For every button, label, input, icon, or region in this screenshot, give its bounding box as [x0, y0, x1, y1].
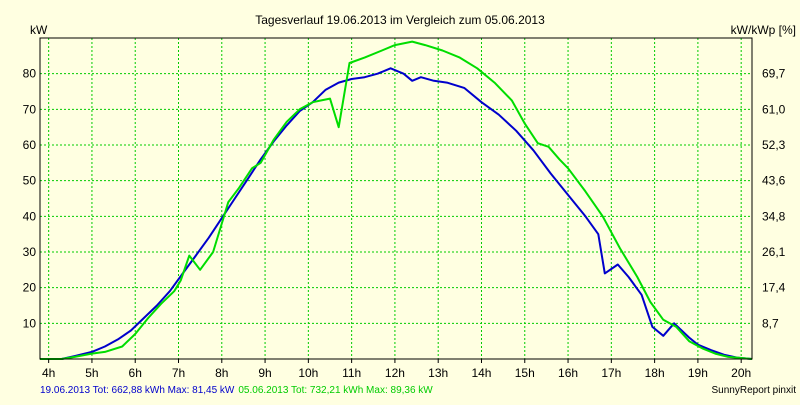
y-axis-label-right: kW/kWp [%] — [731, 23, 796, 37]
tick-labels: 4h 5h 6h 7h 8h 9h 10h 11h 12h 13h 14h 15h 16h 17h 18h 1… — [23, 67, 786, 380]
y-tick-label-right: 17,4 — [762, 281, 786, 295]
series-group — [40, 40, 753, 360]
x-tick-label: 11h — [342, 366, 361, 380]
x-tick-label: 19h — [688, 366, 708, 380]
footer-summary-series-1: 19.06.2013 Tot: 662,88 kWh Max: 81,45 kW — [40, 385, 235, 396]
y-tick-label-right: 61,0 — [762, 102, 786, 116]
x-tick-label: 18h — [645, 366, 665, 380]
x-tick-label: 5h — [85, 366, 98, 380]
x-tick-label: 10h — [298, 366, 318, 380]
footer-summary-series-2: 05.06.2013 Tot: 732,21 kWh Max: 89,36 kW — [238, 385, 433, 396]
y-tick-label-right: 52,3 — [762, 138, 786, 152]
x-tick-label: 16h — [558, 366, 578, 380]
x-tick-label: 17h — [601, 366, 621, 380]
x-tick-label: 9h — [258, 366, 271, 380]
x-tick-label: 12h — [385, 366, 405, 380]
y-tick-label-left: 10 — [23, 316, 37, 330]
footer-summary: 19.06.2013 Tot: 662,88 kWh Max: 81,45 kW… — [40, 385, 433, 396]
series-line-1 — [40, 67, 753, 360]
grid-lines — [40, 38, 752, 359]
x-tick-label: 20h — [731, 366, 751, 380]
plot-frame — [39, 37, 753, 360]
y-tick-label-left: 30 — [23, 245, 37, 259]
y-tick-label-left: 70 — [23, 102, 37, 116]
x-tick-label: 6h — [129, 366, 142, 380]
x-tick-label: 7h — [172, 366, 185, 380]
y-tick-label-left: 80 — [23, 67, 37, 81]
x-tick-label: 14h — [471, 366, 491, 380]
plot-area — [40, 38, 752, 359]
y-tick-label-left: 50 — [23, 174, 37, 188]
y-tick-label-right: 43,6 — [762, 174, 786, 188]
y-tick-label-left: 60 — [23, 138, 37, 152]
x-tick-label: 13h — [428, 366, 448, 380]
series-line-2 — [40, 40, 753, 360]
x-tick-label: 8h — [215, 366, 228, 380]
x-tick-label: 15h — [515, 366, 535, 380]
footer-credit: SunnyReport pinxit — [712, 385, 797, 396]
y-tick-label-left: 40 — [23, 209, 37, 223]
y-tick-label-right: 69,7 — [762, 67, 786, 81]
axes — [39, 37, 753, 363]
y-tick-label-left: 20 — [23, 281, 37, 295]
x-tick-label: 4h — [42, 366, 55, 380]
chart-title: Tagesverlauf 19.06.2013 im Vergleich zum… — [255, 13, 545, 27]
y-tick-label-right: 8,7 — [762, 316, 779, 330]
y-tick-label-right: 34,8 — [762, 209, 786, 223]
y-tick-label-right: 26,1 — [762, 245, 786, 259]
y-axis-label-left: kW — [30, 23, 48, 37]
